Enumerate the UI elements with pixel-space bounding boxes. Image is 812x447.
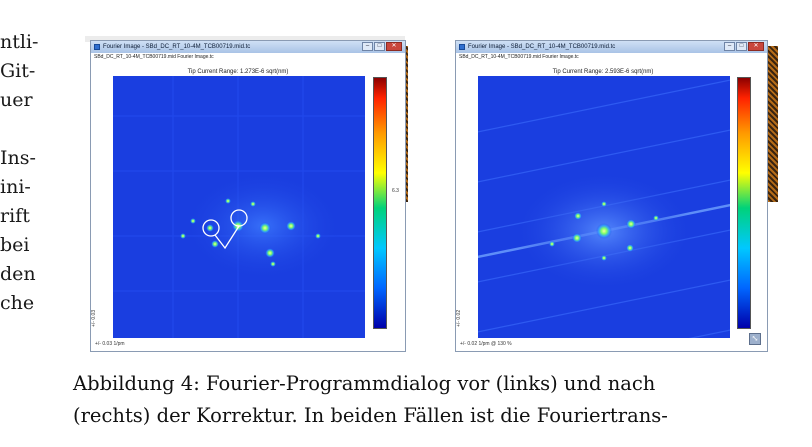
- close-button[interactable]: ✕: [748, 42, 764, 51]
- window-controls: – □ ✕: [362, 42, 402, 51]
- text-line: Git-: [0, 60, 36, 82]
- window-controls: – □ ✕: [724, 42, 764, 51]
- peak: [250, 201, 256, 207]
- peak: [601, 255, 607, 261]
- caption-line: Abbildung 4: Fourier-Programmdialog vor …: [73, 372, 656, 395]
- peak: [206, 224, 214, 232]
- tip-current-range-label: Tip Current Range: 2.593E-6 sqrt(nm): [552, 69, 654, 75]
- text-line: ini-: [0, 176, 31, 198]
- app-icon: [459, 44, 465, 50]
- text-line: den: [0, 263, 36, 285]
- peak: [211, 240, 219, 248]
- peak: [574, 212, 582, 220]
- window-titlebar[interactable]: Fourier Image - SBd_DC_RT_10-4M_TCB00719…: [91, 41, 405, 53]
- file-name-label: SBd_DC_RT_10-4M_TCB00719.mid Fourier Ima…: [459, 54, 579, 60]
- side-value-label: 6.3: [392, 188, 399, 194]
- caption-line: (rechts) der Korrektur. In beiden Fällen…: [73, 404, 668, 427]
- fourier-window-after[interactable]: Fourier Image - SBd_DC_RT_10-4M_TCB00719…: [455, 40, 768, 352]
- marker-circle: [202, 219, 220, 237]
- peak: [549, 241, 555, 247]
- minimize-button[interactable]: –: [724, 42, 735, 51]
- marker-connector: [214, 225, 240, 250]
- text-line: rift: [0, 205, 30, 227]
- peak: [626, 219, 636, 229]
- background-window-edge: [85, 36, 405, 42]
- fourier-spectrum-image[interactable]: [113, 76, 365, 338]
- tip-current-range-label: Tip Current Range: 1.273E-6 sqrt(nm): [187, 69, 289, 75]
- file-name-label: SBd_DC_RT_10-4M_TCB00719.mid Fourier Ima…: [94, 54, 214, 60]
- minimize-button[interactable]: –: [362, 42, 373, 51]
- spectrum-svg: [478, 76, 730, 338]
- text-line: uer: [0, 89, 33, 111]
- peak: [259, 222, 271, 234]
- spectrum-svg: [113, 76, 365, 338]
- window-title: Fourier Image - SBd_DC_RT_10-4M_TCB00719…: [103, 44, 251, 50]
- peak: [225, 198, 231, 204]
- text-line: che: [0, 292, 35, 314]
- peak: [653, 215, 659, 221]
- maximize-button[interactable]: □: [374, 42, 385, 51]
- background-window-hatch: [768, 46, 778, 202]
- color-scale-bar: [373, 77, 387, 329]
- resize-handle-icon[interactable]: ⤡: [749, 333, 761, 345]
- peak: [265, 248, 275, 258]
- marker-circles: [202, 209, 248, 250]
- scale-label: +/- 0.02 1/pm @ 130 %: [460, 341, 512, 347]
- peak: [190, 218, 196, 224]
- window-title: Fourier Image - SBd_DC_RT_10-4M_TCB00719…: [468, 44, 616, 50]
- peak: [270, 261, 276, 267]
- peak: [596, 223, 612, 239]
- figure-caption: Abbildung 4: Fourier-Programmdialog vor …: [73, 368, 808, 432]
- window-titlebar[interactable]: Fourier Image - SBd_DC_RT_10-4M_TCB00719…: [456, 41, 767, 53]
- color-scale-bar: [737, 77, 751, 329]
- close-button[interactable]: ✕: [386, 42, 402, 51]
- vertical-axis-label: +/- 0.03: [91, 309, 97, 327]
- peak: [286, 221, 296, 231]
- body-text-fragments: ntli- Git- uer Ins- ini- rift bei den ch…: [0, 28, 72, 318]
- peak: [572, 233, 582, 243]
- text-line: bei: [0, 234, 30, 256]
- diagonal-lattice-lines: [478, 79, 730, 338]
- peak: [626, 244, 634, 252]
- app-icon: [94, 44, 100, 50]
- maximize-button[interactable]: □: [736, 42, 747, 51]
- vertical-axis-label: +/- 0.02: [456, 309, 462, 327]
- peak: [315, 233, 321, 239]
- peak: [180, 233, 186, 239]
- fourier-spectrum-image[interactable]: [478, 76, 730, 338]
- text-line: [0, 115, 72, 144]
- fourier-window-before[interactable]: Fourier Image - SBd_DC_RT_10-4M_TCB00719…: [90, 40, 406, 352]
- scale-label: +/- 0.03 1/pm: [95, 341, 125, 347]
- peak-group: [549, 201, 659, 261]
- text-line: Ins-: [0, 147, 36, 169]
- text-line: ntli-: [0, 31, 39, 53]
- peak: [601, 201, 607, 207]
